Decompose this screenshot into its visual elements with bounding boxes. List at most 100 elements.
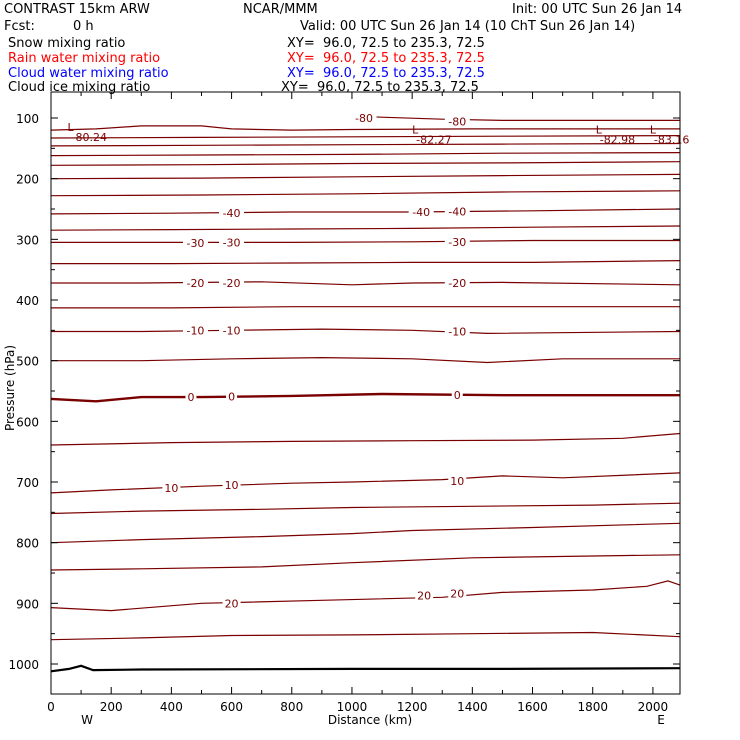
y-tick-label-600: 600	[16, 415, 39, 429]
contour-label-bg-4	[219, 236, 245, 249]
field-name-cloud-water: Cloud water mixing ratio	[8, 66, 169, 81]
contour-label-15: 10	[164, 482, 178, 495]
forecast-label: Fcst:	[4, 19, 35, 34]
isotherm-3	[50, 522, 681, 544]
isotherm-1	[50, 580, 681, 612]
contour-label-2: -40	[448, 205, 466, 218]
model-title: CONTRAST 15km ARW	[4, 2, 150, 17]
isotherm-contours	[50, 115, 681, 641]
contour-label-21: -80	[355, 112, 373, 125]
ground-surface	[50, 664, 681, 673]
x-tick-label-400: 400	[160, 700, 183, 714]
contour-label-5: -30	[448, 236, 466, 249]
contour-label-bg-15	[162, 482, 181, 495]
contour-label-17: 10	[450, 475, 464, 488]
low-letter-1: L	[412, 124, 419, 137]
contour-label-4: -30	[223, 236, 241, 249]
plot-frame	[50, 91, 681, 695]
x-tick-label-600: 600	[220, 700, 243, 714]
contour-label-20: 20	[450, 588, 464, 601]
contour-label-bg-18	[222, 597, 241, 610]
organization: NCAR/MMM	[243, 2, 318, 17]
contour-label-bg-10	[219, 324, 245, 337]
contour-label-bg-9	[182, 324, 208, 337]
contour-label-16: 10	[225, 479, 239, 492]
contour-label-bg-0	[219, 207, 245, 220]
isotherm-8	[51, 356, 680, 364]
isotherm-6	[50, 432, 681, 446]
isotherm-5	[50, 472, 681, 494]
x-endpoint-east: E	[657, 713, 665, 727]
isotherm-12	[51, 260, 681, 265]
x-tick-label-800: 800	[280, 700, 303, 714]
contour-label-bg-13	[226, 390, 238, 403]
contour-label-0: -40	[223, 207, 241, 220]
x-tick-label-200: 200	[100, 700, 123, 714]
field-name-cloud-ice: Cloud ice mixing ratio	[8, 80, 151, 95]
isotherm-23	[351, 115, 680, 121]
y-tick-label-1000: 1000	[8, 658, 39, 672]
contour-label-9: -10	[186, 324, 204, 337]
isotherm-0	[50, 631, 681, 641]
contour-label-bg-6	[182, 277, 208, 290]
field-xy-snow: XY= 96.0, 72.5 to 235.3, 72.5	[287, 36, 485, 51]
y-tick-label-500: 500	[16, 355, 39, 369]
contour-label-bg-11	[444, 325, 470, 338]
low-letter-3: L	[650, 124, 657, 137]
field-name-snow: Snow mixing ratio	[8, 36, 126, 51]
y-axis-label: Pressure (hPa)	[3, 345, 17, 431]
field-xy-cloud-water: XY= 96.0, 72.5 to 235.3, 72.5	[287, 66, 485, 81]
x-tick-label-1800: 1800	[577, 700, 608, 714]
contour-label-bg-7	[219, 277, 245, 290]
contour-labels: -40 -40 -40 -30 -30 -30 -20 -20 -20 -10 -10 -10 0 0 0 1…	[162, 112, 470, 610]
contour-label-19: 20	[417, 589, 431, 602]
isotherm-22	[50, 125, 680, 131]
contour-label-bg-22	[444, 115, 470, 128]
contour-label-18: 20	[225, 597, 239, 610]
x-tick-label-1200: 1200	[397, 700, 428, 714]
isotherm-4	[50, 502, 681, 515]
contour-label-14: 0	[454, 389, 461, 402]
contour-label-8: -20	[448, 277, 466, 290]
y-tick-label-700: 700	[16, 476, 39, 490]
contour-label-bg-17	[448, 474, 467, 487]
contour-label-11: -10	[448, 326, 466, 339]
isotherm-10	[51, 306, 680, 309]
low-value-3: -83.16	[654, 134, 689, 147]
x-tick-label-0: 0	[47, 700, 55, 714]
contour-label-bg-14	[451, 389, 463, 402]
isotherm-9	[51, 328, 681, 335]
y-tick-label-300: 300	[16, 233, 39, 247]
x-tick-label-1600: 1600	[517, 700, 548, 714]
contour-label-7: -20	[223, 277, 241, 290]
low-letter-2: L	[596, 124, 603, 137]
ground-line	[50, 664, 681, 673]
contour-label-bg-12	[185, 391, 197, 404]
field-name-rain: Rain water mixing ratio	[8, 51, 161, 66]
x-tick-label-2000: 2000	[638, 700, 669, 714]
contour-label-10: -10	[223, 324, 241, 337]
low-value-1: -82.27	[416, 134, 451, 147]
contour-label-bg-16	[222, 479, 241, 492]
contour-label-bg-8	[444, 277, 470, 290]
y-tick-label-900: 900	[16, 597, 39, 611]
isotherm-2	[50, 554, 681, 571]
contour-label-bg-2	[444, 205, 470, 218]
isotherm-18	[50, 161, 681, 166]
y-tick-label-100: 100	[16, 112, 39, 126]
contour-label-bg-20	[448, 587, 467, 600]
isotherm-15	[50, 208, 681, 215]
y-tick-label-400: 400	[16, 294, 39, 308]
field-xy-cloud-ice: XY= 96.0, 72.5 to 235.3, 72.5	[281, 80, 479, 95]
contour-label-bg-5	[444, 235, 470, 248]
contour-label-bg-19	[415, 589, 434, 602]
init-time: Init: 00 UTC Sun 26 Jan 14	[512, 2, 683, 17]
x-endpoint-west: W	[81, 713, 93, 727]
contour-label-3: -30	[186, 237, 204, 250]
contour-label-1: -40	[412, 206, 430, 219]
low-value-0: -80.24	[72, 131, 107, 144]
valid-time: Valid: 00 UTC Sun 26 Jan 14 (10 ChT Sun …	[300, 19, 636, 34]
